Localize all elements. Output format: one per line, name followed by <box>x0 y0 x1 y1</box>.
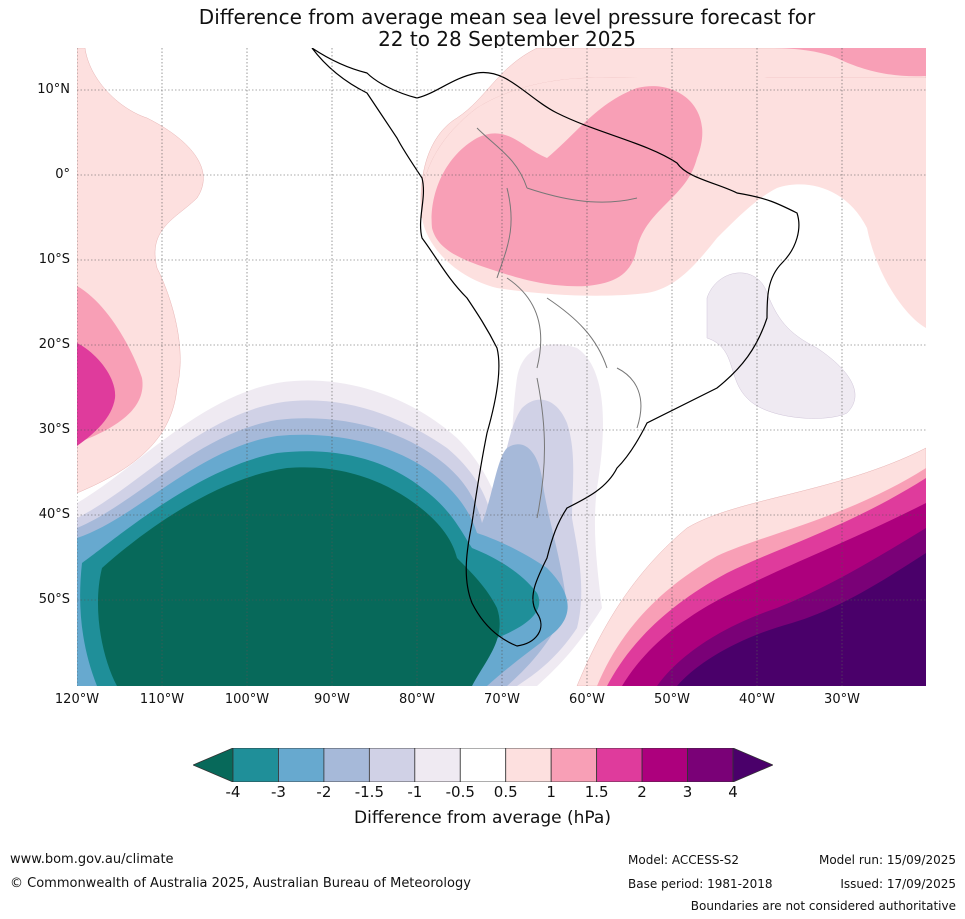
colorbar-bin <box>232 748 279 782</box>
contour-pos-1.5-pacific <box>77 343 116 446</box>
colorbar-tick-label: -0.5 <box>445 783 475 801</box>
map-title-line-1: Difference from average mean sea level p… <box>198 5 816 29</box>
colorbar-bin <box>414 748 461 782</box>
lat-label-10n: 10°N <box>37 82 70 97</box>
boundaries-disclaimer: Boundaries are not considered authoritat… <box>690 899 956 913</box>
model-run-date: Model run: 15/09/2025 <box>818 853 956 867</box>
website-link[interactable]: www.bom.gov.au/climate <box>10 852 174 867</box>
lon-label-60w: 60°W <box>569 692 605 707</box>
colorbar-tick-label: 2 <box>637 783 647 801</box>
colorbar-bin <box>596 748 643 782</box>
lon-label-50w: 50°W <box>654 692 690 707</box>
base-period: Base period: 1981-2018 <box>628 877 773 891</box>
colorbar-extend-low <box>193 748 234 782</box>
national-borders <box>476 127 642 519</box>
contour-pos-1-north <box>717 48 926 77</box>
contour-neg-0.5-brazil <box>706 272 856 419</box>
colorbar-bin <box>368 748 416 782</box>
lat-label-10s: 10°S <box>38 252 70 267</box>
issued-date: Issued: 17/09/2025 <box>840 877 956 891</box>
colorbar-bin <box>278 748 325 782</box>
colorbar-tick-label: -1.5 <box>354 783 384 801</box>
contour-pos-4-atlantic <box>677 553 926 686</box>
colorbar-bin <box>550 748 598 782</box>
model-name: Model: ACCESS-S2 <box>628 853 740 867</box>
lat-label-30s: 30°S <box>38 422 70 437</box>
colorbar <box>193 748 773 782</box>
lon-label-40w: 40°W <box>739 692 775 707</box>
colorbar-bin <box>505 748 552 782</box>
lon-label-110w: 110°W <box>139 692 185 707</box>
lat-label-20s: 20°S <box>38 337 70 352</box>
lat-label-0: 0° <box>55 167 70 182</box>
colorbar-tick-label: -2 <box>316 783 332 801</box>
pressure-anomaly-map <box>77 48 926 686</box>
colorbar-tick-label: -4 <box>225 783 241 801</box>
colorbar-tick-label: 1 <box>546 783 556 801</box>
lon-label-30w: 30°W <box>824 692 860 707</box>
colorbar-tick-label: 4 <box>728 783 738 801</box>
contour-neg-4-south <box>97 467 500 686</box>
colorbar-tick-label: -1 <box>407 783 423 801</box>
lon-label-70w: 70°W <box>484 692 520 707</box>
lon-label-90w: 90°W <box>314 692 350 707</box>
colorbar-bin <box>641 748 688 782</box>
lon-label-120w: 120°W <box>54 692 100 707</box>
lat-label-50s: 50°S <box>38 592 70 607</box>
contour-pos-1-tropics <box>431 86 703 287</box>
map-title-line-2: 22 to 28 September 2025 <box>378 27 636 51</box>
colorbar-tick-label: 3 <box>682 783 693 801</box>
south-america-coastline <box>311 48 800 647</box>
graticule <box>77 48 926 686</box>
lon-label-100w: 100°W <box>224 692 270 707</box>
colorbar-bin <box>459 748 507 782</box>
colorbar-tick-label: 1.5 <box>584 783 609 801</box>
colorbar-bin <box>323 748 370 782</box>
lat-label-40s: 40°S <box>38 507 70 522</box>
colorbar-extend-high <box>732 748 773 782</box>
colorbar-title: Difference from average (hPa) <box>354 808 611 828</box>
lon-label-80w: 80°W <box>399 692 435 707</box>
colorbar-bin <box>687 748 734 782</box>
colorbar-tick-label: 0.5 <box>493 783 518 801</box>
copyright-notice: © Commonwealth of Australia 2025, Austra… <box>10 876 471 891</box>
colorbar-tick-label: -3 <box>270 783 286 801</box>
